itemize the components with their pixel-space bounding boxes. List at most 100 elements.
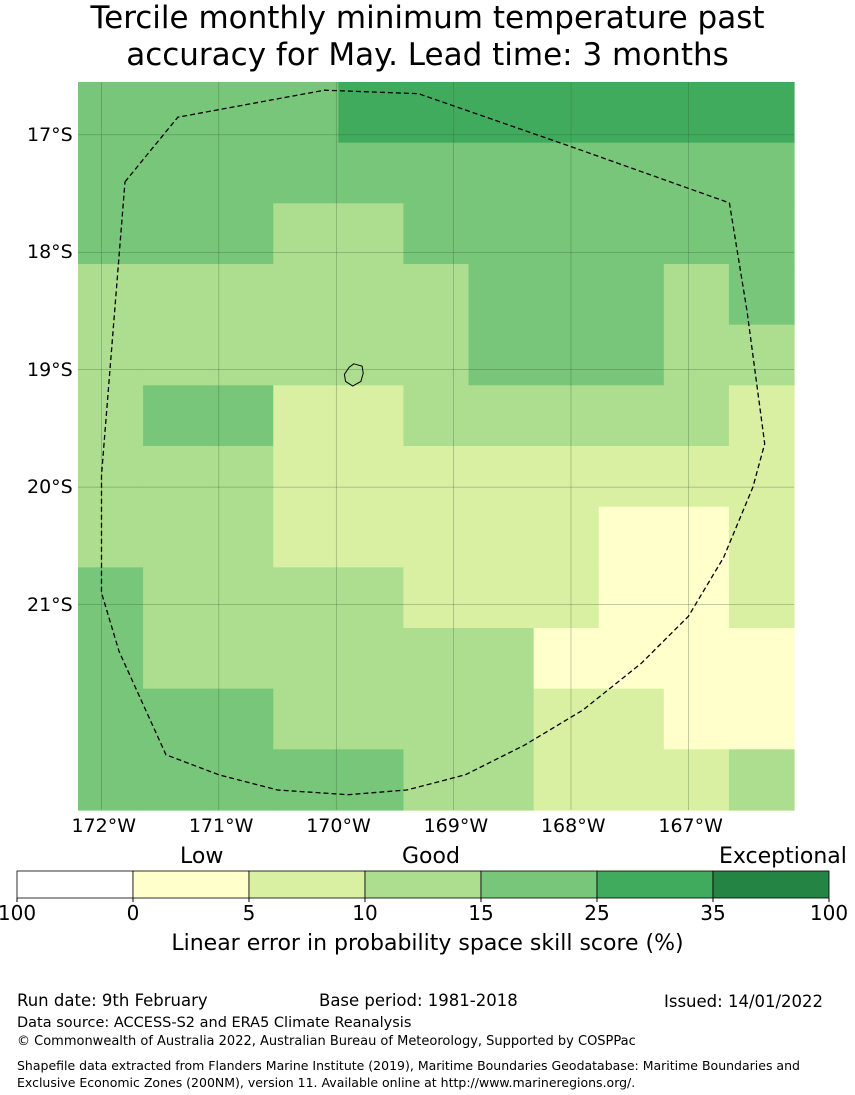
grid-cell [78, 203, 144, 265]
grid-cell [598, 203, 665, 265]
colorbar-tick-label: 0 [126, 901, 140, 925]
grid-cell [468, 749, 535, 811]
colorbar-tick-label: 10 [352, 901, 378, 925]
grid-cell [663, 567, 730, 629]
grid-cell [143, 628, 209, 690]
grid-cell [468, 82, 535, 144]
longitude-tick-label: 167°W [658, 815, 723, 837]
colorbar-segment [596, 870, 714, 899]
grid-cell [273, 446, 339, 508]
latitude-tick-label: 17°S [27, 123, 73, 146]
grid-cell [728, 324, 795, 386]
colorbar-segment [248, 870, 366, 899]
colorbar-segment [132, 870, 250, 899]
grid-cell [468, 324, 535, 386]
grid-cell [533, 628, 600, 690]
grid-cell [338, 567, 405, 629]
grid-cell [273, 567, 339, 629]
grid-cell [208, 82, 274, 144]
map-title-line1: Tercile monthly minimum temperature past [90, 0, 765, 36]
grid-cell [338, 628, 405, 690]
grid-cell [78, 82, 144, 144]
grid-cell [728, 203, 795, 265]
grid-cell [598, 567, 665, 629]
grid-cell [598, 142, 665, 204]
legend-category-good: Good [402, 844, 460, 869]
grid-cell [533, 567, 600, 629]
grid-cell [403, 203, 470, 265]
base-period: Base period: 1981-2018 [319, 991, 518, 1010]
grid-cell [143, 82, 209, 144]
grid-cell [273, 506, 339, 568]
grid-cell [338, 446, 405, 508]
grid-cell [208, 628, 274, 690]
grid-cell [663, 628, 730, 690]
grid-cell [728, 385, 795, 447]
grid-cell [533, 203, 600, 265]
grid-cell [338, 142, 405, 204]
grid-cell [403, 264, 470, 326]
grid-cell [598, 506, 665, 568]
grid-cell [728, 567, 795, 629]
grid-cell [663, 324, 730, 386]
grid-cell [78, 749, 144, 811]
grid-cell [273, 749, 339, 811]
longitude-tick-label: 170°W [306, 815, 371, 837]
grid-cell [78, 264, 144, 326]
grid-cell [663, 385, 730, 447]
grid-cell [208, 324, 274, 386]
grid-cell [338, 506, 405, 568]
grid-cell [338, 82, 405, 144]
latitude-tick-label: 18°S [27, 241, 73, 264]
grid-cell [338, 203, 405, 265]
map-title-line2: accuracy for May. Lead time: 3 months [126, 37, 729, 73]
grid-cell [143, 567, 209, 629]
grid-cell [273, 203, 339, 265]
grid-cell [208, 142, 274, 204]
grid-cell [338, 264, 405, 326]
grid-cell [533, 385, 600, 447]
colorbar-tick-label: 15 [468, 901, 494, 925]
run-date: Run date: 9th February [17, 991, 208, 1010]
grid-cell [273, 688, 339, 750]
grid-cell [468, 264, 535, 326]
shapefile-credit: Shapefile data extracted from Flanders M… [17, 1058, 800, 1090]
grid-cell [468, 628, 535, 690]
grid-cell [403, 628, 470, 690]
grid-cell [208, 688, 274, 750]
niue-island-outline [343, 363, 364, 387]
grid-cell [598, 324, 665, 386]
grid-cell [663, 264, 730, 326]
grid-cell [468, 385, 535, 447]
grid-cell [273, 324, 339, 386]
copyright: © Commonwealth of Australia 2022, Austra… [17, 1034, 636, 1049]
grid-cell [403, 324, 470, 386]
grid-cell [403, 688, 470, 750]
grid-cell [143, 446, 209, 508]
grid-cell [338, 385, 405, 447]
grid-cell [208, 264, 274, 326]
grid-cell [728, 628, 795, 690]
colorbar-tick-label: 25 [584, 901, 610, 925]
grid-cell [403, 446, 470, 508]
grid-cell [468, 567, 535, 629]
grid-cell [78, 628, 144, 690]
grid-cell [728, 264, 795, 326]
grid-cell [143, 324, 209, 386]
grid-cell [533, 749, 600, 811]
grid-cell [598, 628, 665, 690]
grid-cell [273, 82, 339, 144]
grid-cell [78, 688, 144, 750]
grid-cell [273, 142, 339, 204]
grid-cell [403, 142, 470, 204]
issued-date: Issued: 14/01/2022 [664, 992, 824, 1011]
grid-cell [533, 82, 600, 144]
data-source: Data source: ACCESS-S2 and ERA5 Climate … [17, 1015, 412, 1031]
grid-cell [728, 688, 795, 750]
grid-cell [728, 506, 795, 568]
grid-cell [143, 688, 209, 750]
grid-cell [143, 264, 209, 326]
colorbar-segment [480, 870, 598, 899]
grid-cell [598, 446, 665, 508]
colorbar-title: Linear error in probability space skill … [171, 931, 684, 956]
